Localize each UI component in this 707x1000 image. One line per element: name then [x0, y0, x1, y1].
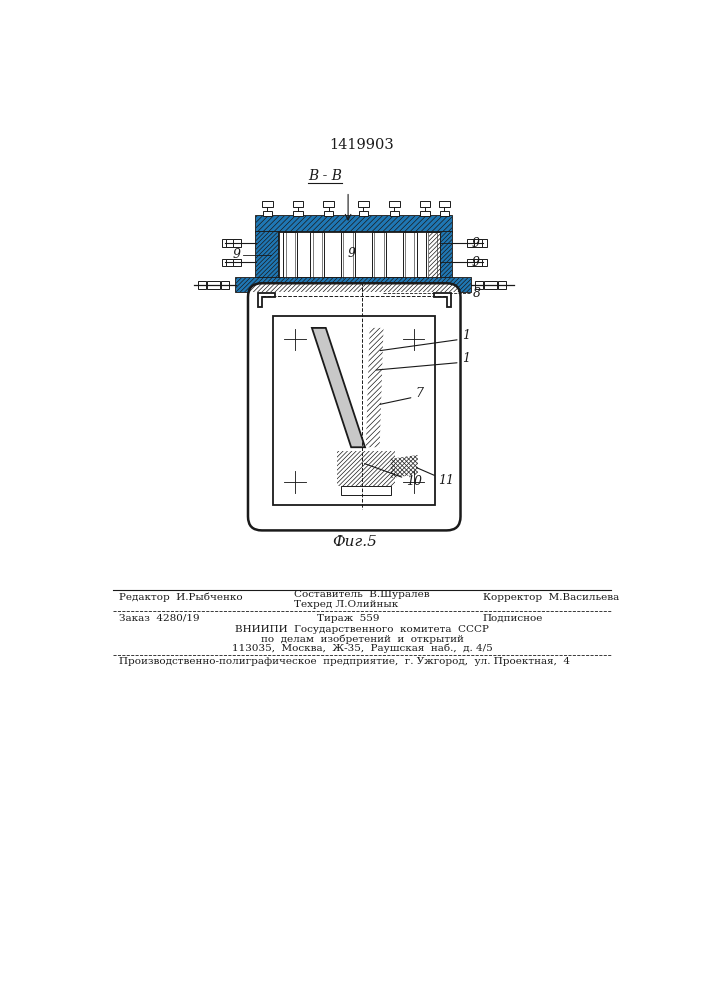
- Polygon shape: [391, 455, 418, 478]
- Text: 9: 9: [472, 237, 479, 250]
- Text: 1: 1: [462, 329, 470, 342]
- Bar: [226, 259, 236, 266]
- Text: Заказ  4280/19: Заказ 4280/19: [119, 614, 200, 623]
- Bar: [358, 201, 369, 207]
- Bar: [420, 201, 431, 207]
- Bar: [426, 232, 440, 278]
- Polygon shape: [366, 328, 383, 447]
- Bar: [284, 232, 297, 278]
- Bar: [359, 211, 368, 216]
- Text: 9: 9: [472, 256, 479, 269]
- Bar: [467, 259, 474, 266]
- Bar: [341, 232, 355, 278]
- Polygon shape: [256, 216, 452, 232]
- Text: Фиг.5: Фиг.5: [332, 535, 377, 549]
- Bar: [233, 259, 241, 266]
- Polygon shape: [433, 293, 450, 307]
- Text: 9: 9: [233, 248, 240, 261]
- Text: 7: 7: [416, 387, 424, 400]
- Bar: [222, 259, 228, 266]
- Bar: [484, 281, 497, 289]
- Text: Редактор  И.Рыбченко: Редактор И.Рыбченко: [119, 593, 243, 602]
- Bar: [222, 239, 228, 247]
- Text: Подписное: Подписное: [483, 614, 543, 623]
- Bar: [372, 232, 386, 278]
- Text: Техред Л.Олийнык: Техред Л.Олийнык: [294, 600, 399, 609]
- Text: 11: 11: [438, 474, 455, 487]
- Text: 9: 9: [348, 247, 356, 260]
- Bar: [403, 232, 416, 278]
- Polygon shape: [391, 455, 418, 478]
- Bar: [279, 232, 429, 278]
- FancyBboxPatch shape: [248, 283, 460, 530]
- Bar: [274, 316, 435, 505]
- Text: В - В: В - В: [308, 169, 342, 183]
- Bar: [207, 281, 219, 289]
- Bar: [389, 201, 399, 207]
- Text: 8: 8: [473, 287, 481, 300]
- Polygon shape: [391, 455, 418, 478]
- Polygon shape: [236, 278, 472, 292]
- Bar: [293, 211, 303, 216]
- Bar: [341, 486, 391, 495]
- Text: Производственно-полиграфическое  предприятие,  г. Ужгород,  ул. Проектная,  4: Производственно-полиграфическое предприя…: [119, 657, 571, 666]
- Polygon shape: [236, 278, 472, 292]
- Text: 1419903: 1419903: [329, 138, 395, 152]
- Bar: [324, 201, 334, 207]
- Bar: [479, 239, 486, 247]
- Bar: [310, 232, 325, 278]
- Text: Тираж  559: Тираж 559: [317, 614, 380, 623]
- Text: Составитель  В.Шуралев: Составитель В.Шуралев: [294, 590, 430, 599]
- Bar: [467, 239, 474, 247]
- Bar: [390, 211, 399, 216]
- Polygon shape: [429, 232, 452, 278]
- Polygon shape: [429, 232, 452, 278]
- Text: 1: 1: [462, 352, 470, 365]
- Bar: [233, 239, 241, 247]
- Bar: [475, 281, 483, 289]
- Text: ВНИИПИ  Государственного  комитета  СССР: ВНИИПИ Государственного комитета СССР: [235, 625, 489, 634]
- Bar: [198, 281, 206, 289]
- Bar: [262, 201, 273, 207]
- Polygon shape: [256, 232, 279, 278]
- Bar: [293, 201, 303, 207]
- Bar: [421, 211, 430, 216]
- Bar: [325, 211, 334, 216]
- Polygon shape: [366, 328, 383, 447]
- Bar: [472, 239, 482, 247]
- Bar: [472, 259, 482, 266]
- Bar: [262, 211, 272, 216]
- Bar: [498, 281, 506, 289]
- Text: 10: 10: [406, 475, 422, 488]
- Polygon shape: [256, 216, 452, 232]
- Bar: [226, 239, 236, 247]
- Polygon shape: [337, 451, 395, 486]
- Text: Корректор  М.Васильева: Корректор М.Васильева: [483, 593, 619, 602]
- Bar: [479, 259, 486, 266]
- Polygon shape: [312, 328, 365, 447]
- Polygon shape: [258, 293, 275, 307]
- Bar: [221, 281, 229, 289]
- Text: 113035,  Москва,  Ж-35,  Раушская  наб.,  д. 4/5: 113035, Москва, Ж-35, Раушская наб., д. …: [232, 644, 492, 653]
- Bar: [440, 211, 449, 216]
- Polygon shape: [256, 232, 279, 278]
- Bar: [439, 201, 450, 207]
- Polygon shape: [391, 455, 418, 478]
- Text: по  делам  изобретений  и  открытий: по делам изобретений и открытий: [260, 634, 463, 644]
- Polygon shape: [337, 451, 395, 486]
